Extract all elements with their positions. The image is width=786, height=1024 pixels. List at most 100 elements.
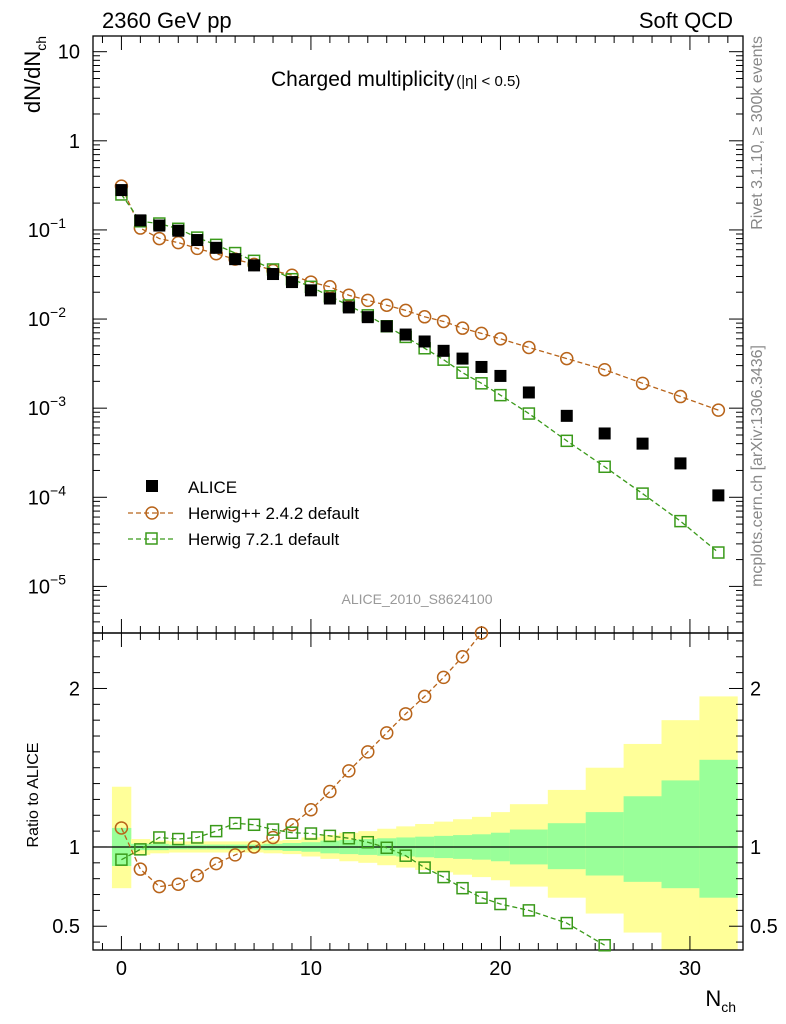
plot-title: Charged multiplicity (|η| < 0.5) — [271, 68, 520, 91]
ratio-herwig7-point — [115, 853, 128, 866]
ratio-band-inner — [585, 812, 625, 876]
ratio-herwig7-point — [475, 891, 488, 904]
herwig7-point — [560, 434, 574, 448]
alice-point — [172, 224, 185, 237]
ratio-herwig7-point — [209, 824, 223, 838]
alice-point — [380, 320, 393, 333]
ratio-herwig7-point — [380, 841, 393, 855]
herwigpp-point — [711, 403, 726, 417]
ratio-herwigpp-point — [114, 821, 129, 835]
alice-point — [342, 301, 355, 314]
ratio-herwigpp-point — [455, 650, 470, 664]
ratio-herwig7-point — [247, 818, 261, 832]
ratio-herwig7-point — [342, 832, 356, 845]
alice-point — [153, 219, 166, 232]
ratio-herwig7-point — [560, 916, 574, 930]
herwig7-point — [712, 546, 725, 559]
alice-point — [248, 259, 261, 272]
y-tick-label: 10−1 — [28, 215, 66, 242]
alice-point — [522, 386, 535, 399]
alice-point — [267, 268, 280, 281]
ratio-herwig7-point — [228, 816, 242, 830]
ratio-herwig7-point — [522, 904, 536, 917]
ratio-herwigpp-point — [247, 840, 261, 854]
legend-label-herwig7: Herwig 7.2.1 default — [188, 530, 339, 549]
ratio-herwigpp-point — [190, 868, 204, 883]
ratio-herwigpp-point — [266, 830, 280, 845]
alice-point — [437, 344, 450, 357]
alice-point — [636, 437, 649, 450]
y-tick-label: 10−5 — [28, 571, 66, 598]
ratio-herwig7-point — [323, 829, 337, 843]
herwigpp-point — [171, 235, 186, 250]
alice-point — [598, 427, 611, 440]
herwigpp-point — [417, 310, 432, 324]
alice-point — [361, 311, 374, 324]
ratio-y-tick-label: 1 — [69, 837, 80, 859]
herwig7-point — [494, 388, 507, 402]
ratio-herwigpp-point — [209, 856, 223, 871]
ratio-herwigpp-point — [342, 764, 356, 778]
herwig7-point — [475, 377, 488, 390]
main-panel: 10 1 10−1 10−2 10−3 10−4 10−5 — [28, 35, 744, 950]
ratio-herwigpp-point — [436, 670, 451, 685]
legend-marker-herwigpp — [145, 506, 159, 520]
herwig7-point — [636, 487, 649, 500]
ratio-y-tick-label: 2 — [69, 678, 80, 700]
alice-point — [712, 489, 725, 502]
ratio-band-inner — [547, 823, 587, 870]
y-tick-label: 10−3 — [28, 393, 66, 420]
ratio-herwig7-point — [494, 897, 507, 911]
legend-marker-herwig7 — [145, 532, 158, 545]
analysis-watermark: ALICE_2010_S8624100 — [341, 591, 492, 607]
legend-label-alice: ALICE — [188, 478, 237, 497]
mcplots-label: mcplots.cern.ch [arXiv:1306.3436] — [749, 345, 766, 587]
ratio-herwig7-point — [361, 835, 375, 849]
ratio-herwig7-point — [304, 827, 318, 840]
ratio-herwigpp-point — [171, 877, 186, 891]
ratio-herwigpp-point — [474, 626, 489, 640]
ratio-herwig7-point — [134, 843, 147, 856]
ratio-herwig7-point — [190, 831, 204, 844]
x-tick-label: 10 — [300, 958, 322, 980]
ratio-herwig7-line — [121, 822, 605, 946]
y-tick-label: 10 — [58, 42, 80, 64]
ratio-herwig7-point — [399, 849, 412, 862]
ratio-herwigpp-point — [285, 818, 299, 832]
alice-point — [134, 214, 147, 227]
alice-point — [674, 457, 687, 470]
herwigpp-point — [342, 288, 356, 302]
alice-point — [494, 369, 507, 382]
ratio-herwig7-point — [437, 870, 450, 884]
ratio-band-inner — [623, 796, 662, 882]
y-tick-label: 10−4 — [28, 482, 66, 509]
ratio-herwig7-point — [153, 831, 166, 844]
herwigpp-point — [455, 321, 470, 335]
herwigpp-point — [597, 362, 612, 377]
header-left: 2360 GeV pp — [102, 8, 232, 33]
alice-point — [115, 184, 128, 197]
header-right: Soft QCD — [639, 8, 733, 33]
herwigpp-point — [522, 340, 536, 355]
herwigpp-point — [635, 376, 650, 391]
x-tick-label: 0 — [116, 958, 127, 980]
main-ylabel: dN/dNch — [20, 36, 49, 113]
herwigpp-line — [120, 185, 719, 411]
ratio-herwigpp-point — [133, 862, 148, 876]
ratio-herwig7-point — [598, 938, 611, 952]
ratio-y-tick-label-right: 1 — [750, 837, 761, 859]
alice-point — [456, 352, 469, 365]
herwigpp-point — [361, 293, 375, 308]
x-tick-label: 20 — [489, 958, 511, 980]
herwigpp-point — [379, 298, 394, 312]
ratio-herwig7-point — [418, 861, 431, 874]
legend-marker-alice — [146, 480, 158, 492]
alice-point — [560, 409, 573, 422]
ratio-herwig7-point — [172, 832, 185, 846]
ratio-herwigpp-point — [228, 848, 242, 862]
alice-point — [304, 284, 317, 297]
herwigpp-point — [560, 351, 574, 366]
herwigpp-point — [673, 389, 688, 404]
herwig7-point — [456, 366, 469, 379]
